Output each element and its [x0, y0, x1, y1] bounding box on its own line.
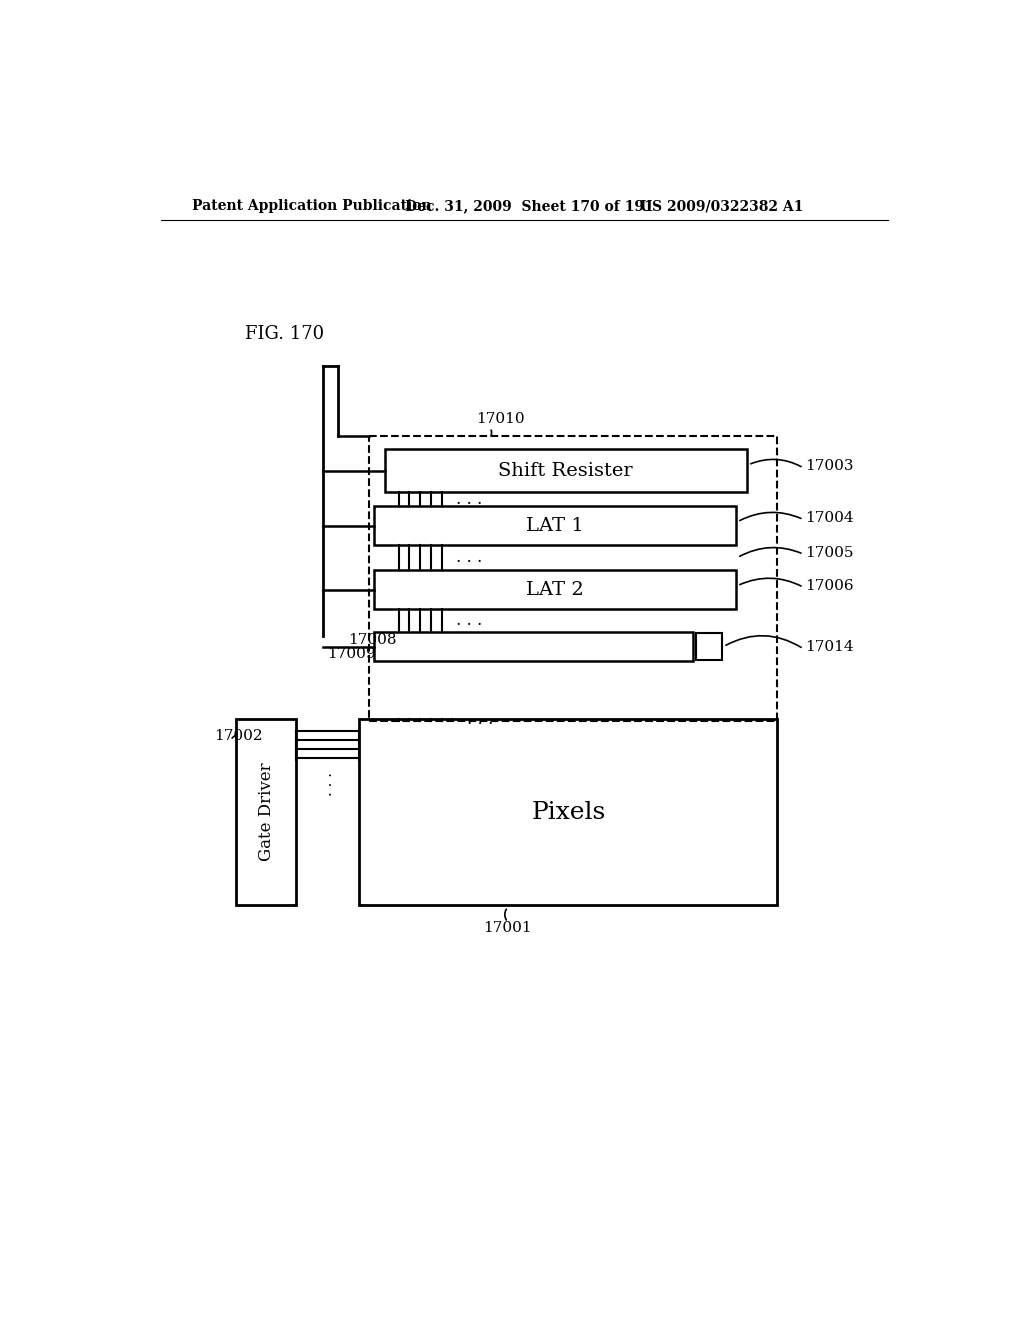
Bar — [695, 634, 722, 660]
Text: 17004: 17004 — [805, 511, 854, 525]
Bar — [237, 719, 296, 906]
Text: 17003: 17003 — [805, 459, 854, 474]
Bar — [374, 570, 736, 609]
Text: . . .: . . . — [321, 772, 335, 796]
Text: Dec. 31, 2009  Sheet 170 of 191: Dec. 31, 2009 Sheet 170 of 191 — [406, 199, 654, 213]
Text: 17001: 17001 — [483, 921, 532, 936]
Text: . . .: . . . — [457, 612, 482, 628]
Text: 17014: 17014 — [805, 640, 854, 655]
Text: . . .: . . . — [457, 549, 482, 566]
FancyArrowPatch shape — [751, 459, 801, 466]
FancyArrowPatch shape — [740, 578, 801, 586]
Text: 17005: 17005 — [805, 545, 854, 560]
Text: Gate Driver: Gate Driver — [258, 763, 274, 862]
FancyArrowPatch shape — [232, 735, 238, 738]
FancyArrowPatch shape — [726, 636, 801, 647]
FancyArrowPatch shape — [505, 909, 506, 920]
Text: . . .: . . . — [467, 711, 494, 729]
Text: LAT 2: LAT 2 — [526, 581, 584, 598]
Text: 17009: 17009 — [327, 647, 376, 660]
Text: 17002: 17002 — [214, 729, 262, 743]
FancyArrowPatch shape — [739, 548, 801, 556]
Bar — [374, 632, 693, 661]
Bar — [385, 449, 746, 492]
Bar — [374, 507, 736, 545]
Text: US 2009/0322382 A1: US 2009/0322382 A1 — [640, 199, 804, 213]
Text: Shift Resister: Shift Resister — [499, 462, 633, 479]
Text: 17006: 17006 — [805, 578, 854, 593]
Text: Pixels: Pixels — [531, 801, 605, 824]
Text: 17008: 17008 — [348, 632, 397, 647]
Text: 17010: 17010 — [476, 412, 524, 425]
Bar — [370, 436, 777, 721]
Text: . . .: . . . — [457, 491, 482, 508]
Bar — [359, 719, 777, 906]
Text: LAT 1: LAT 1 — [526, 516, 584, 535]
Text: FIG. 170: FIG. 170 — [245, 325, 324, 343]
FancyArrowPatch shape — [739, 512, 801, 520]
Text: Patent Application Publication: Patent Application Publication — [193, 199, 432, 213]
